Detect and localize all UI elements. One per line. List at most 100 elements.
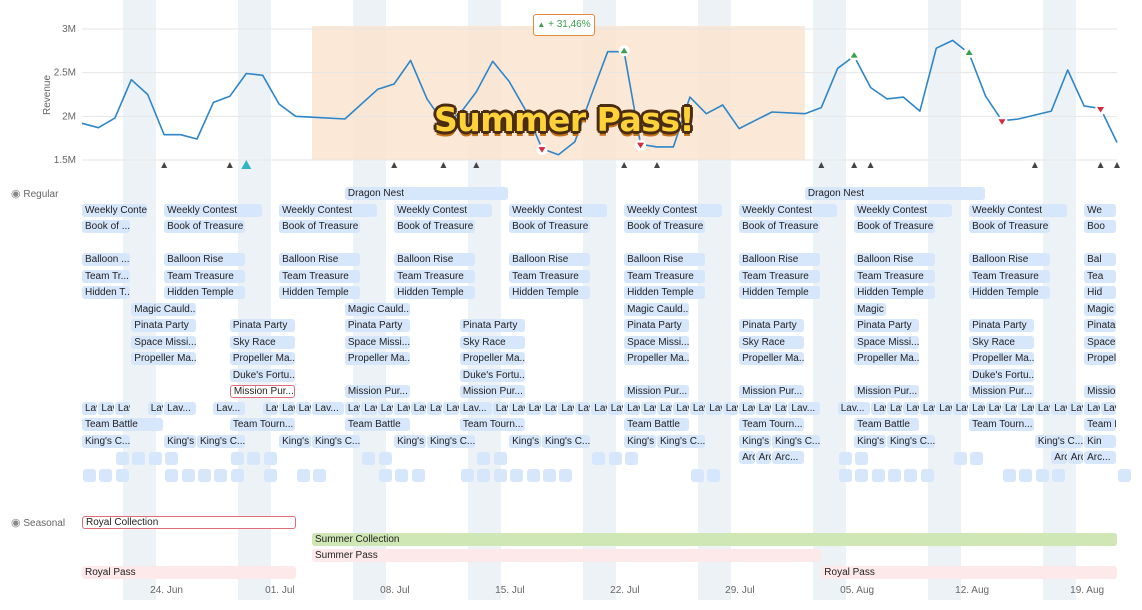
event-bar[interactable]: Magic Cauld...: [131, 302, 196, 316]
event-bar[interactable]: Balloon Rise: [969, 253, 1051, 266]
event-bar[interactable]: Book of Treasure: [164, 220, 246, 233]
event-bar[interactable]: Weekly Contest: [279, 203, 377, 217]
event-bar[interactable]: Balloon Rise: [164, 253, 246, 266]
event-bar[interactable]: Balloon Rise: [624, 253, 706, 266]
event-bar[interactable]: Hidden Temple: [279, 286, 361, 299]
event-block[interactable]: [888, 468, 901, 482]
event-bar[interactable]: Lav: [1067, 401, 1084, 415]
event-bar[interactable]: Lav: [525, 401, 541, 415]
event-bar[interactable]: King's C: [394, 434, 426, 448]
event-bar[interactable]: Sky Race: [969, 335, 1034, 349]
event-bar[interactable]: Mission Pur...: [1084, 385, 1116, 398]
event-bar[interactable]: Propeller Ma...: [229, 352, 295, 365]
event-bar[interactable]: Sky Race: [739, 335, 804, 349]
event-bar[interactable]: Lav: [410, 401, 426, 415]
event-block[interactable]: [148, 452, 162, 465]
event-block[interactable]: [838, 452, 852, 465]
event-bar[interactable]: Pinata Party: [624, 319, 689, 332]
event-bar[interactable]: Lav...: [213, 401, 246, 415]
event-bar[interactable]: Propeller Ma...: [131, 352, 196, 365]
event-bar[interactable]: Team Treasure: [739, 269, 821, 283]
event-bar[interactable]: Lav: [706, 401, 722, 415]
event-bar[interactable]: Lav: [1084, 401, 1100, 415]
event-bar[interactable]: Magic Cauld...: [624, 302, 689, 316]
event-bar[interactable]: Lav: [1034, 401, 1051, 415]
event-block[interactable]: [313, 468, 326, 482]
event-bar[interactable]: Lav: [542, 401, 558, 415]
event-block[interactable]: [510, 468, 524, 482]
event-bar[interactable]: Sky Race: [459, 335, 525, 349]
event-block[interactable]: [296, 468, 310, 482]
event-block[interactable]: [99, 468, 113, 482]
event-block[interactable]: [263, 452, 277, 465]
event-block[interactable]: [970, 452, 984, 465]
event-bar[interactable]: Arc: [1067, 451, 1084, 464]
event-bar[interactable]: Lav: [1100, 401, 1116, 415]
event-bar[interactable]: Hidden Temple: [164, 286, 246, 299]
event-block[interactable]: [543, 468, 556, 482]
event-bar[interactable]: King's C: [279, 434, 311, 448]
event-bar[interactable]: Weekly Contest: [739, 203, 837, 217]
event-bar[interactable]: Lav...: [459, 401, 492, 415]
event-block[interactable]: [378, 452, 392, 465]
event-bar[interactable]: Team Tourn...: [459, 418, 525, 431]
event-bar[interactable]: Sky Race: [229, 335, 295, 349]
event-bar[interactable]: Book of Treasure: [279, 220, 361, 233]
event-block[interactable]: [230, 452, 244, 465]
event-bar[interactable]: Propeller Ma...: [344, 352, 410, 365]
event-bar[interactable]: Lav: [969, 401, 985, 415]
event-bar[interactable]: Lav: [985, 401, 1001, 415]
event-bar[interactable]: Lav: [114, 401, 131, 415]
seasonal-event-bar[interactable]: Royal Collection: [82, 516, 296, 529]
event-bar[interactable]: Lav...: [837, 401, 870, 415]
event-bar[interactable]: Team Treasure: [854, 269, 936, 283]
event-bar[interactable]: Arc: [739, 451, 755, 464]
event-bar[interactable]: Hidden Temple: [969, 286, 1051, 299]
event-block[interactable]: [838, 468, 852, 482]
event-bar[interactable]: Book of Treasure: [509, 220, 591, 233]
event-block[interactable]: [263, 468, 277, 482]
event-bar[interactable]: Team Treasure: [394, 269, 476, 283]
event-bar[interactable]: Weekly Contest: [82, 203, 147, 217]
event-bar[interactable]: Team Treasure: [624, 269, 706, 283]
event-bar[interactable]: Lav: [772, 401, 788, 415]
event-bar[interactable]: Weekly Contest: [969, 203, 1067, 217]
seasonal-section-header[interactable]: ◉ Seasonal: [11, 516, 65, 529]
event-bar[interactable]: Lav: [361, 401, 377, 415]
event-block[interactable]: [493, 468, 507, 482]
event-bar[interactable]: We: [1084, 203, 1116, 217]
event-bar[interactable]: Lav: [657, 401, 673, 415]
event-bar[interactable]: Hidden T...: [82, 286, 131, 299]
event-block[interactable]: [198, 468, 211, 482]
event-bar[interactable]: Boo: [1084, 220, 1116, 233]
regular-section-header[interactable]: ◉ Regular: [11, 187, 58, 200]
event-block[interactable]: [83, 468, 96, 482]
event-bar[interactable]: Space Missi...: [854, 335, 919, 349]
event-bar[interactable]: Dragon Nest: [344, 187, 509, 200]
event-bar[interactable]: Balloon Rise: [509, 253, 591, 266]
event-bar[interactable]: Arc: [1051, 451, 1067, 464]
event-block[interactable]: [230, 468, 244, 482]
event-block[interactable]: [1035, 468, 1049, 482]
event-bar[interactable]: King's C: [624, 434, 656, 448]
event-bar[interactable]: Pinata Party: [459, 319, 525, 332]
event-bar[interactable]: Space Missi...: [131, 335, 196, 349]
event-bar[interactable]: Mission Pur...: [344, 385, 410, 398]
event-bar[interactable]: Pinata Party: [344, 319, 410, 332]
event-bar[interactable]: Propeller Ma...: [1084, 352, 1116, 365]
eye-icon[interactable]: ◉: [11, 517, 21, 529]
event-block[interactable]: [904, 468, 918, 482]
event-block[interactable]: [477, 468, 491, 482]
event-bar[interactable]: King's C...: [887, 434, 936, 448]
event-block[interactable]: [608, 452, 622, 465]
event-bar[interactable]: Weekly Contest: [624, 203, 722, 217]
event-bar[interactable]: Lav: [640, 401, 656, 415]
event-bar[interactable]: Lav: [1002, 401, 1018, 415]
event-bar[interactable]: Pinata Party: [969, 319, 1034, 332]
event-bar[interactable]: Lav: [558, 401, 574, 415]
event-bar[interactable]: Team Tourn...: [229, 418, 295, 431]
event-bar[interactable]: Space Missi...: [1084, 335, 1116, 349]
event-bar[interactable]: King's C: [164, 434, 196, 448]
event-bar[interactable]: Team Treasure: [164, 269, 246, 283]
seasonal-event-bar[interactable]: Royal Pass: [821, 565, 1117, 579]
